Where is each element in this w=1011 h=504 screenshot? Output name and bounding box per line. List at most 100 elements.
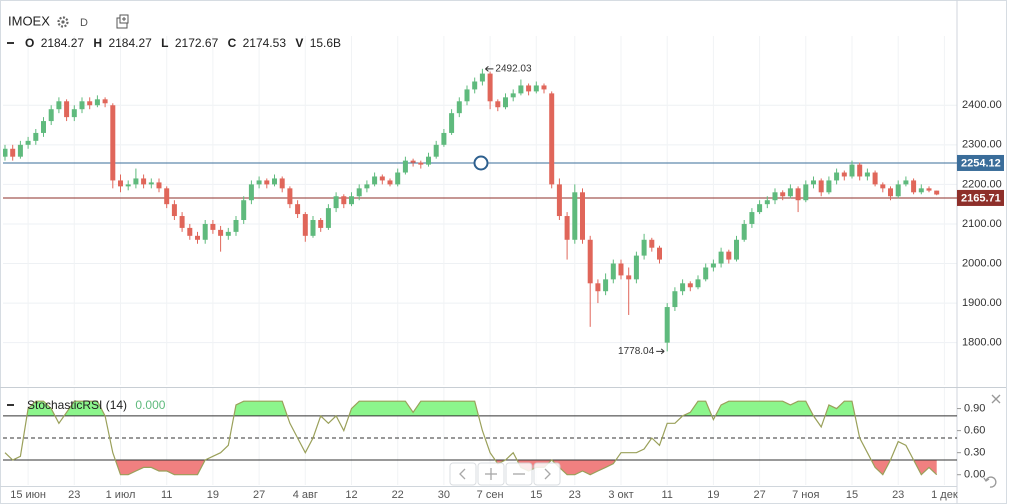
indicator-title: StochasticRSI (14)	[27, 398, 127, 412]
readout-value: 2184.27	[108, 36, 152, 50]
x-tick-label: 27	[253, 489, 265, 501]
x-tick-label: 19	[207, 489, 219, 501]
candle-body	[857, 164, 863, 177]
overbought-fill	[5, 401, 937, 416]
y-tick-label: 2100.00	[962, 218, 1002, 230]
reset-button[interactable]	[983, 476, 997, 488]
x-tick-label: 15	[846, 489, 858, 501]
candle-body	[549, 93, 555, 185]
x-tick-label: 11	[161, 489, 172, 501]
candle-body	[826, 180, 832, 193]
readout-value: 2184.27	[41, 36, 85, 50]
y-tick-label: 0.60	[964, 425, 985, 437]
candle-body	[133, 178, 139, 185]
x-tick-label: 7 ноя	[792, 489, 819, 501]
scroll-left-button[interactable]	[449, 462, 477, 486]
ohlc-readout: O 2184.27 H 2184.27 L 2172.67 C 2174.53 …	[25, 36, 341, 50]
readout-key: H	[93, 36, 102, 50]
indicator-value: 0.000	[135, 398, 165, 412]
x-tick-label: 3 окт	[608, 489, 633, 501]
candle-body	[410, 160, 416, 163]
readout-key: C	[228, 36, 237, 50]
scroll-right-button[interactable]	[533, 462, 561, 486]
candle-body	[48, 109, 54, 122]
candle-body	[94, 99, 100, 106]
candle-body	[780, 192, 786, 197]
candle-body	[872, 172, 878, 185]
price-label-box	[957, 154, 1004, 171]
candle-body	[541, 85, 547, 90]
candle-body	[479, 73, 485, 82]
y-tick-label: 0.90	[964, 402, 985, 414]
close-icon[interactable]	[991, 394, 1001, 404]
candle-body	[464, 89, 470, 102]
x-tick-label: 4 авг	[293, 489, 318, 501]
candle-body	[64, 101, 70, 118]
candle-body	[641, 239, 647, 256]
candle-body	[87, 101, 93, 106]
candle-body	[141, 178, 147, 185]
candle-body	[757, 204, 763, 213]
candle-body	[603, 279, 609, 292]
candle-body	[864, 172, 870, 177]
candle-body	[248, 184, 254, 201]
settings-icon[interactable]	[57, 16, 69, 28]
candle-body	[418, 162, 424, 165]
candle-body	[564, 216, 570, 240]
candle-body	[225, 231, 231, 236]
candle-body	[179, 216, 185, 228]
candle-body	[187, 227, 193, 236]
candle-body	[649, 239, 655, 248]
x-tick-label: 1 дек	[931, 489, 958, 501]
candle-body	[718, 251, 724, 264]
candle-body	[33, 132, 39, 141]
candle-body	[687, 283, 693, 288]
candle-body	[710, 263, 716, 268]
candle-body	[456, 101, 462, 114]
candle-body	[202, 223, 208, 240]
compare-icon[interactable]	[116, 14, 129, 29]
candle-body	[657, 247, 662, 260]
candle-body	[25, 140, 31, 145]
readout-key: V	[295, 36, 303, 50]
candle-body	[880, 184, 886, 189]
candle-body	[849, 164, 855, 177]
candle-body	[102, 99, 108, 104]
candle-body	[387, 180, 393, 185]
candle-body	[672, 291, 678, 308]
candle-body	[926, 188, 932, 191]
candle-body	[79, 101, 85, 110]
candle-body	[633, 255, 639, 280]
candle-body	[726, 251, 732, 260]
price-label-box	[957, 189, 1004, 206]
symbol: IMOEX	[8, 13, 50, 28]
candle-body	[110, 105, 116, 181]
x-tick-label: 15 июн	[10, 489, 46, 501]
candle-body	[56, 101, 62, 110]
indicator-legend: StochasticRSI (14) 0.000	[27, 398, 166, 412]
candle-body	[618, 263, 624, 276]
interval[interactable]: D	[80, 17, 88, 29]
candle-body	[703, 267, 709, 280]
candle-body	[426, 156, 431, 165]
high-annotation: 2492.03	[495, 63, 532, 74]
candle-body	[449, 113, 455, 133]
candle-body	[156, 182, 162, 189]
candle-body	[787, 188, 793, 197]
candle-body	[233, 219, 239, 232]
grid	[3, 36, 957, 485]
candle-body	[587, 239, 593, 284]
price-label: 2254.12	[961, 157, 1001, 169]
navigation-bar	[449, 462, 561, 486]
x-tick-label: 23	[68, 489, 80, 501]
y-tick-label: 0.30	[964, 447, 985, 459]
candle-body	[164, 188, 170, 205]
readout-key: L	[161, 36, 168, 50]
candle-body	[764, 200, 770, 205]
readout-key: O	[25, 36, 34, 50]
candle-body	[749, 212, 755, 224]
candle-body	[680, 283, 686, 292]
candle-body	[210, 223, 216, 230]
